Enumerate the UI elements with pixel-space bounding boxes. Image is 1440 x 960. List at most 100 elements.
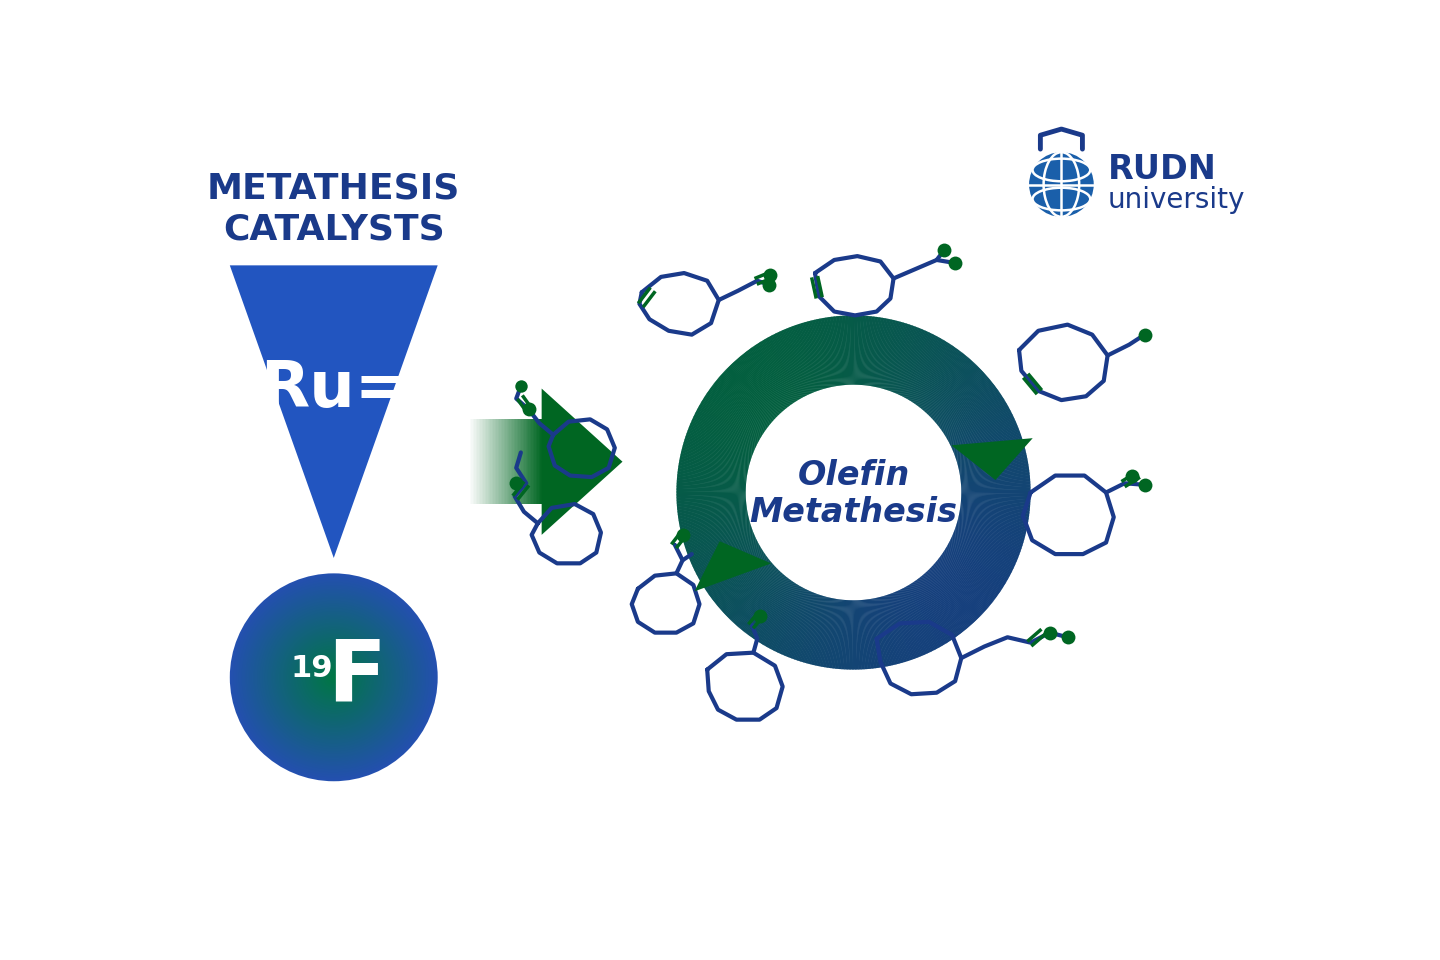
Wedge shape [884,595,906,662]
Wedge shape [857,316,861,385]
Wedge shape [920,577,965,632]
Polygon shape [474,420,477,504]
Wedge shape [785,328,814,393]
Point [517,401,540,417]
Wedge shape [959,453,1027,470]
Wedge shape [903,588,936,650]
Wedge shape [693,538,756,568]
Wedge shape [740,355,786,410]
Polygon shape [230,265,438,558]
Wedge shape [760,585,798,644]
Wedge shape [960,476,1030,484]
Wedge shape [873,598,887,667]
Wedge shape [721,564,773,612]
Wedge shape [927,364,976,415]
Wedge shape [880,321,900,389]
Circle shape [1030,153,1094,217]
Circle shape [253,597,415,757]
Wedge shape [924,572,972,625]
Wedge shape [937,559,994,603]
Wedge shape [766,338,801,398]
Wedge shape [816,319,832,387]
Wedge shape [899,332,930,396]
Circle shape [289,634,377,722]
Polygon shape [488,420,490,504]
Circle shape [318,661,350,693]
Wedge shape [760,341,798,400]
Wedge shape [703,549,762,587]
Wedge shape [707,554,766,594]
Wedge shape [958,446,1025,466]
Wedge shape [948,406,1009,441]
Circle shape [249,593,418,761]
Wedge shape [698,544,759,579]
Circle shape [291,635,377,720]
Wedge shape [936,378,991,424]
Wedge shape [793,594,818,660]
Circle shape [245,588,422,766]
Wedge shape [959,455,1027,471]
Wedge shape [678,467,747,478]
Wedge shape [932,566,982,615]
Wedge shape [880,596,900,664]
Wedge shape [878,597,897,664]
Wedge shape [684,440,750,462]
Wedge shape [867,599,877,668]
Wedge shape [831,599,841,668]
Polygon shape [514,420,516,504]
Wedge shape [873,319,887,387]
Wedge shape [844,600,850,669]
Wedge shape [884,323,906,390]
Wedge shape [904,588,939,649]
Text: METATHESIS: METATHESIS [207,171,461,205]
Wedge shape [809,597,828,664]
Wedge shape [701,401,762,438]
Wedge shape [945,549,1004,588]
Wedge shape [939,558,995,602]
Wedge shape [877,320,893,388]
Wedge shape [922,575,966,630]
Wedge shape [772,588,805,651]
Wedge shape [804,322,825,389]
Wedge shape [815,598,831,666]
Wedge shape [829,599,840,668]
Wedge shape [742,576,786,632]
Wedge shape [765,586,801,647]
Wedge shape [960,484,1031,489]
Wedge shape [746,350,789,407]
Wedge shape [729,568,778,619]
Wedge shape [694,412,757,444]
Point [943,255,966,271]
Wedge shape [717,561,772,607]
Wedge shape [749,348,791,405]
Wedge shape [710,387,768,429]
Wedge shape [955,434,1021,458]
Wedge shape [864,316,874,385]
Wedge shape [850,316,852,385]
Circle shape [295,638,373,716]
Wedge shape [919,350,962,407]
Wedge shape [711,385,768,428]
Circle shape [297,639,372,715]
Circle shape [233,577,433,778]
Circle shape [252,595,416,759]
Wedge shape [952,419,1015,448]
Wedge shape [960,471,1030,481]
Wedge shape [959,458,1028,473]
Wedge shape [950,416,1014,447]
Wedge shape [776,332,808,396]
Circle shape [243,587,425,768]
Text: 19: 19 [291,654,334,683]
Wedge shape [678,465,747,477]
Wedge shape [727,568,778,618]
Wedge shape [935,376,988,422]
Wedge shape [680,514,749,530]
Wedge shape [919,577,963,633]
Circle shape [308,651,360,704]
Wedge shape [680,513,747,528]
Circle shape [268,611,400,744]
Wedge shape [923,574,969,628]
Wedge shape [688,530,753,557]
Wedge shape [842,316,848,385]
Wedge shape [780,590,809,655]
